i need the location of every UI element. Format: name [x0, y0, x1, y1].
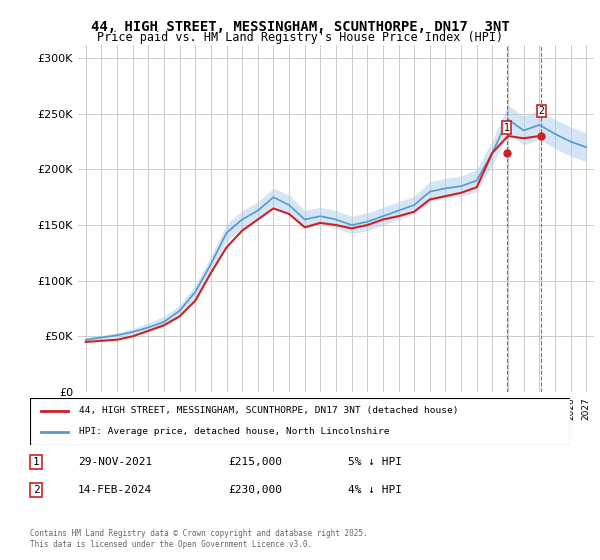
- Text: Contains HM Land Registry data © Crown copyright and database right 2025.
This d: Contains HM Land Registry data © Crown c…: [30, 529, 368, 549]
- Text: 1: 1: [32, 457, 40, 467]
- Text: Price paid vs. HM Land Registry's House Price Index (HPI): Price paid vs. HM Land Registry's House …: [97, 31, 503, 44]
- Text: 29-NOV-2021: 29-NOV-2021: [78, 457, 152, 467]
- Text: £230,000: £230,000: [228, 485, 282, 495]
- Text: 5% ↓ HPI: 5% ↓ HPI: [348, 457, 402, 467]
- Text: 2: 2: [538, 106, 544, 116]
- Text: 1: 1: [503, 123, 509, 133]
- Text: 44, HIGH STREET, MESSINGHAM, SCUNTHORPE, DN17 3NT (detached house): 44, HIGH STREET, MESSINGHAM, SCUNTHORPE,…: [79, 407, 458, 416]
- Text: 4% ↓ HPI: 4% ↓ HPI: [348, 485, 402, 495]
- Text: 44, HIGH STREET, MESSINGHAM, SCUNTHORPE, DN17  3NT: 44, HIGH STREET, MESSINGHAM, SCUNTHORPE,…: [91, 20, 509, 34]
- Text: £215,000: £215,000: [228, 457, 282, 467]
- Text: 2: 2: [32, 485, 40, 495]
- Text: HPI: Average price, detached house, North Lincolnshire: HPI: Average price, detached house, Nort…: [79, 427, 389, 436]
- Text: 14-FEB-2024: 14-FEB-2024: [78, 485, 152, 495]
- FancyBboxPatch shape: [30, 398, 570, 445]
